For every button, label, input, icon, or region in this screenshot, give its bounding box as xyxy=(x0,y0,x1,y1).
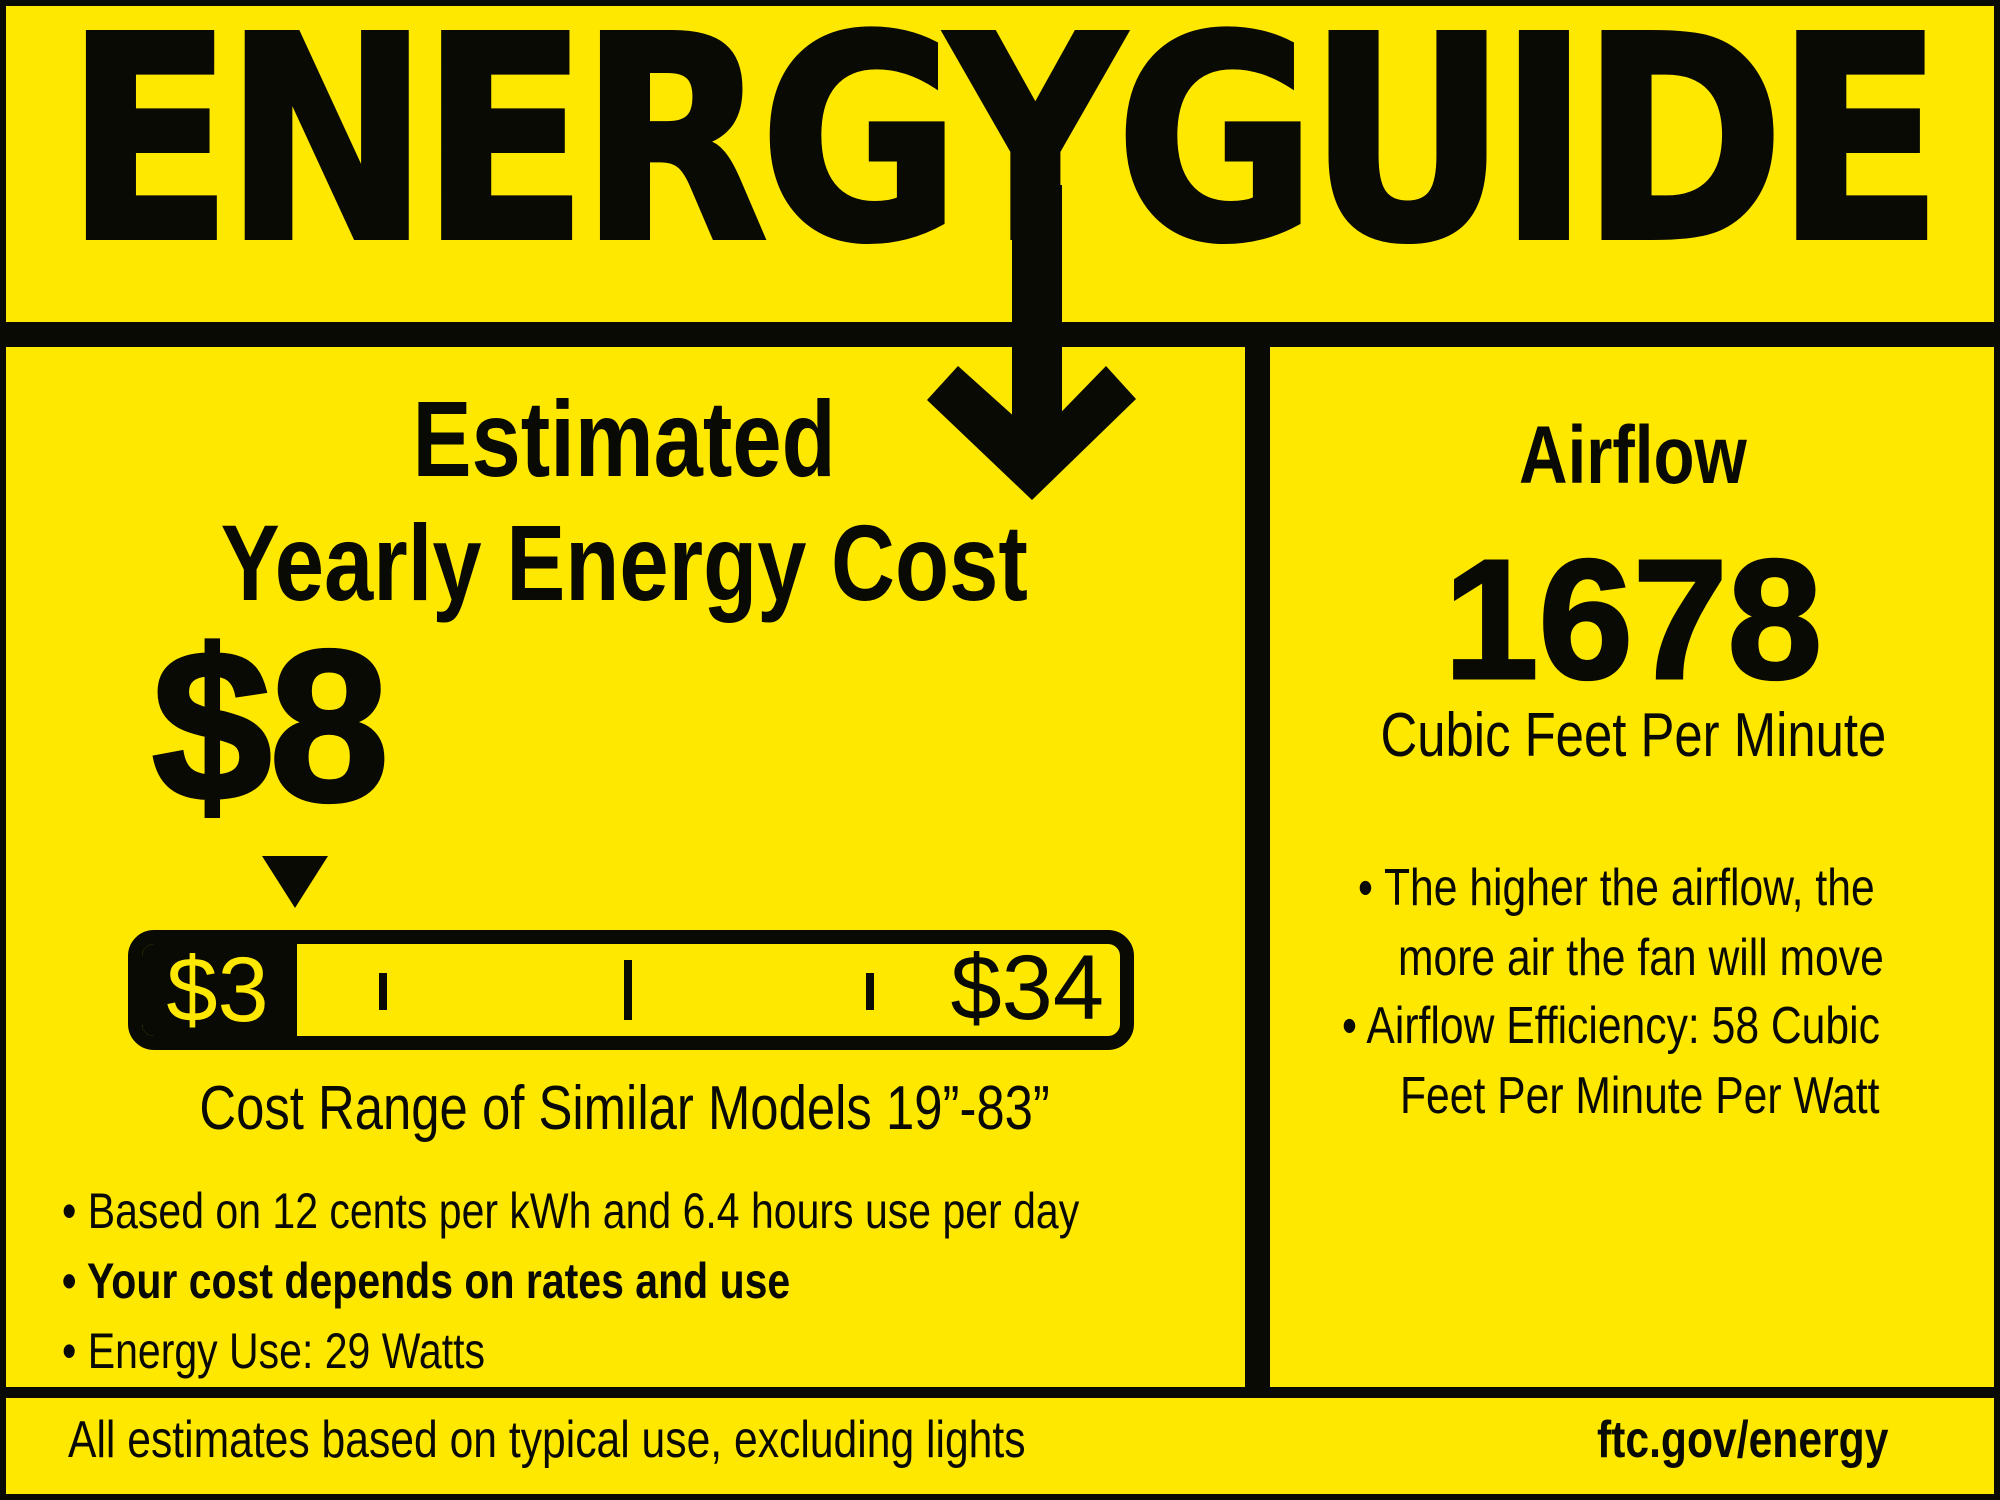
airflow-bullet1-line2: more air the fan will move xyxy=(1398,929,1884,987)
left-heading-line2: Yearly Energy Cost xyxy=(220,502,1029,623)
cost-pointer-icon xyxy=(262,856,328,908)
footer-divider xyxy=(0,1387,2000,1398)
label-title: ENERGYGUIDE xyxy=(63,0,1945,306)
cost-range-scale: $3 $34 xyxy=(128,930,1134,1050)
footer-note: All estimates based on typical use, excl… xyxy=(68,1411,1026,1469)
estimated-cost-value: $8 xyxy=(150,605,391,846)
vertical-divider xyxy=(1245,347,1270,1387)
down-arrow-stem xyxy=(1012,185,1062,443)
left-bullet-rates: • Based on 12 cents per kWh and 6.4 hour… xyxy=(62,1183,1080,1239)
airflow-unit: Cubic Feet Per Minute xyxy=(1380,701,1886,770)
footer-website: ftc.gov/energy xyxy=(1596,1411,1888,1469)
left-heading-line1: Estimated xyxy=(412,378,837,499)
scale-tick-middle xyxy=(624,960,632,1020)
scale-min-label: $3 xyxy=(166,939,269,1041)
left-bullet-cost-depends: • Your cost depends on rates and use xyxy=(62,1253,791,1309)
left-bullet-energy-use: • Energy Use: 29 Watts xyxy=(62,1323,486,1379)
airflow-bullet2-line1: • Airflow Efficiency: 58 Cubic xyxy=(1342,997,1880,1055)
down-arrow-head xyxy=(927,366,1136,500)
scale-caption: Cost Range of Similar Models 19”-83” xyxy=(199,1074,1050,1143)
scale-max-label: $34 xyxy=(950,937,1105,1040)
cost-range-fill: $3 xyxy=(142,939,297,1041)
airflow-value: 1678 xyxy=(1442,525,1823,715)
scale-tick xyxy=(866,973,874,1010)
airflow-bullet1-line1: • The higher the airflow, the xyxy=(1358,859,1875,917)
airflow-bullet2-line2: Feet Per Minute Per Watt xyxy=(1400,1067,1880,1125)
scale-tick xyxy=(379,973,387,1010)
horizontal-divider xyxy=(0,322,2000,347)
airflow-heading: Airflow xyxy=(1519,410,1747,501)
